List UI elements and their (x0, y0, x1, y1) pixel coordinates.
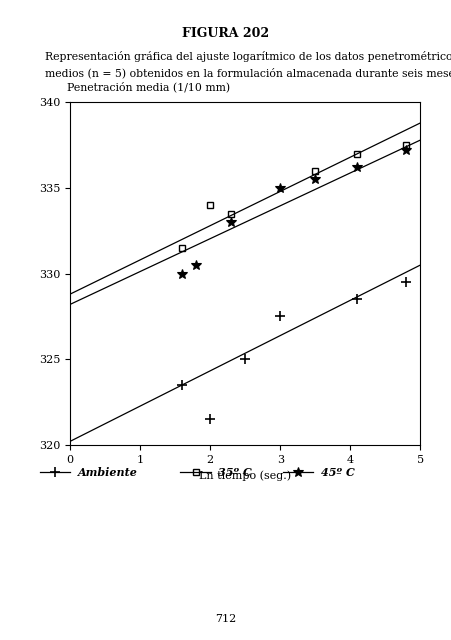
Text: Ambiente: Ambiente (78, 467, 138, 477)
Text: Representación gráfica del ajuste logarítmico de los datos penetrométricos: Representación gráfica del ajuste logarí… (45, 51, 451, 62)
Text: 712: 712 (215, 614, 236, 624)
Text: 45º C: 45º C (320, 467, 354, 477)
Text: 35º C: 35º C (218, 467, 252, 477)
Text: FIGURA 202: FIGURA 202 (182, 27, 269, 40)
X-axis label: Ln tiempo (seg.): Ln tiempo (seg.) (199, 470, 290, 481)
Text: medios (n = 5) obtenidos en la formulación almacenada durante seis meses.: medios (n = 5) obtenidos en la formulaci… (45, 67, 451, 78)
Text: Penetración media (1/10 mm): Penetración media (1/10 mm) (66, 81, 229, 92)
